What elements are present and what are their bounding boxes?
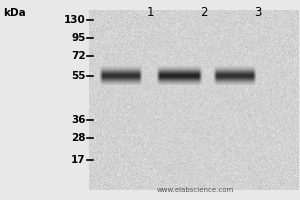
Text: 55: 55 (71, 71, 85, 81)
Text: www.elabscience.com: www.elabscience.com (156, 187, 234, 193)
Text: 95: 95 (71, 33, 85, 43)
Text: 36: 36 (71, 115, 85, 125)
Text: 28: 28 (71, 133, 85, 143)
Text: 2: 2 (200, 6, 208, 19)
Text: 130: 130 (64, 15, 86, 25)
Text: 3: 3 (254, 6, 262, 19)
Text: 17: 17 (71, 155, 86, 165)
Text: 1: 1 (146, 6, 154, 19)
Text: kDa: kDa (3, 8, 26, 18)
Text: 72: 72 (71, 51, 86, 61)
